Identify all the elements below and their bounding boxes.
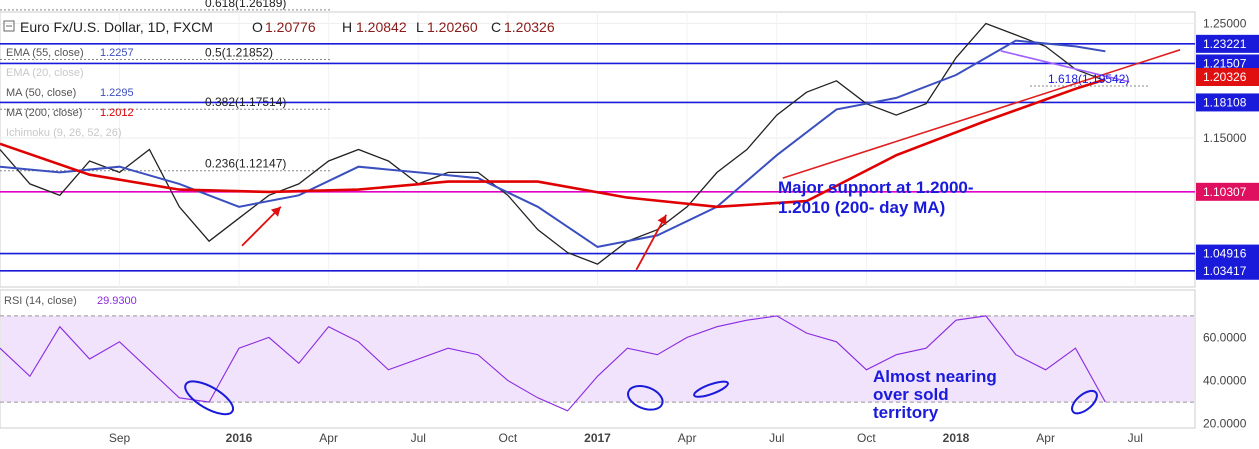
price-level-tag: 1.18108 — [1203, 95, 1247, 109]
fib-label: 0.236(1.12147) — [205, 157, 286, 171]
indicator-legend-label: Ichimoku (9, 26, 52, 26) — [6, 127, 122, 139]
price-axis: 1.25000 1.15000 1.23221 1.21507 1.18108 1.103… — [1196, 16, 1259, 280]
ma200-series-line — [0, 78, 1106, 209]
time-tick-label: 2016 — [226, 431, 253, 445]
rsi-annotation-line1: Almost nearing — [873, 367, 997, 386]
rsi-tick-label: 20.0000 — [1203, 417, 1247, 431]
time-tick-label: 2017 — [584, 431, 611, 445]
fib-label: 0.618(1.26189) — [205, 0, 286, 10]
price-level-tag: 1.21507 — [1203, 56, 1247, 70]
rsi-annotation-line3: territory — [873, 403, 939, 422]
rsi-highlight-circle — [1071, 389, 1098, 415]
time-axis: Sep 2016 Apr Jul Oct 2017 Apr Jul Oct 2018 Apr Jul — [109, 431, 1143, 445]
price-level-tag: 1.23221 — [1203, 37, 1247, 51]
time-tick-label: Apr — [1036, 431, 1055, 445]
ema-series-line — [0, 39, 1106, 248]
fib-label: 0.5(1.21852) — [205, 46, 273, 60]
price-level-tag-bg — [1196, 261, 1259, 280]
rsi-axis: 60.0000 40.0000 20.0000 — [1203, 330, 1247, 430]
trendlines — [782, 49, 1181, 179]
rsi-pane: RSI (14, close) 29.9300 Almost nearing o… — [0, 289, 1247, 431]
rsi-band — [1, 315, 1194, 403]
price-tick-label: 1.15000 — [1203, 131, 1247, 145]
indicator-legend-label: EMA (20, close) — [6, 67, 84, 79]
price-level-tag-bg — [1196, 54, 1259, 73]
rsi-series-line — [0, 315, 1106, 412]
fib-label: 0.382(1.17514) — [205, 95, 286, 109]
arrow-shaft — [635, 214, 668, 271]
rsi-annotation-line2: over sold — [873, 385, 949, 404]
fib-lines — [0, 9, 1150, 172]
indicator-legend-value: 1.2257 — [100, 47, 134, 59]
trendline — [782, 49, 1181, 179]
indicator-legend-value: 1.2012 — [100, 107, 134, 119]
rsi-highlight-circle — [627, 384, 664, 411]
price-level-tag-bg — [1196, 34, 1259, 53]
time-tick-label: Apr — [678, 431, 697, 445]
indicator-legend-label: MA (200, close) — [6, 107, 82, 119]
ohlc-low-label: L — [416, 19, 424, 35]
price-series-line — [0, 22, 1106, 265]
price-tick-label: 1.25000 — [1203, 16, 1247, 30]
time-tick-label: Apr — [319, 431, 338, 445]
ohlc-high-label: H — [342, 19, 352, 35]
rsi-legend-label: RSI (14, close) — [4, 295, 77, 307]
collapse-icon[interactable] — [3, 20, 15, 32]
arrows — [241, 206, 668, 271]
price-level-tag: 1.04916 — [1203, 247, 1247, 261]
chart-legend: Euro Fx/U.S. Dollar, 1D, FXCM O 1.20776 … — [3, 19, 555, 139]
indicator-legend-label: EMA (55, close) — [6, 47, 84, 59]
ohlc-low: 1.20260 — [427, 19, 478, 35]
rsi-highlight-circle — [693, 380, 729, 398]
price-pane: 0.618(1.26189) 0.5(1.21852) 0.382(1.17514)… — [0, 0, 1196, 288]
price-level-tag-bg — [1196, 182, 1259, 201]
rsi-highlight-circle — [184, 380, 235, 416]
price-level-tag: 1.03417 — [1203, 264, 1247, 278]
indicator-legend-label: MA (50, close) — [6, 87, 76, 99]
annotations: Major support at 1.2000- 1.2010 (200- da… — [778, 178, 974, 217]
chart-title: Euro Fx/U.S. Dollar, 1D, FXCM — [20, 19, 213, 35]
arrow-head — [270, 206, 281, 217]
price-level-tag: 1.10307 — [1203, 185, 1247, 199]
current-price-tag: 1.20326 — [1203, 70, 1247, 84]
current-price-tag-bg — [1196, 68, 1259, 87]
indicator-legend-value: 1.2295 — [100, 87, 134, 99]
fib-label: 1.618(1.19542) — [1048, 72, 1129, 86]
price-grid — [0, 12, 1195, 287]
trendline — [1000, 50, 1130, 83]
rsi-tick-label: 40.0000 — [1203, 374, 1247, 388]
ohlc-high: 1.20842 — [356, 19, 407, 35]
time-tick-label: Jul — [411, 431, 426, 445]
ohlc-close-label: C — [491, 19, 501, 35]
price-level-tag-bg — [1196, 93, 1259, 112]
ohlc-close: 1.20326 — [504, 19, 555, 35]
time-tick-label: Jul — [1128, 431, 1143, 445]
price-level-tag-bg — [1196, 244, 1259, 263]
indicator-legend: EMA (55, close) 1.2257 EMA (20, close) MA (… — [6, 47, 134, 139]
time-tick-label: Sep — [109, 431, 131, 445]
time-tick-label: Jul — [769, 431, 784, 445]
rsi-legend-value: 29.9300 — [97, 295, 137, 307]
time-tick-label: 2018 — [943, 431, 970, 445]
support-annotation-line2: 1.2010 (200- day MA) — [778, 198, 945, 217]
arrow-shaft — [241, 206, 282, 247]
ohlc-open: 1.20776 — [265, 19, 316, 35]
rsi-circles — [184, 380, 1098, 416]
rsi-tick-label: 60.0000 — [1203, 330, 1247, 344]
arrow-head — [657, 214, 667, 226]
time-tick-label: Oct — [857, 431, 876, 445]
ohlc-open-label: O — [252, 19, 263, 35]
fib-labels: 0.618(1.26189) 0.5(1.21852) 0.382(1.17514)… — [205, 0, 1129, 171]
support-annotation-line1: Major support at 1.2000- — [778, 178, 974, 197]
time-tick-label: Oct — [499, 431, 518, 445]
